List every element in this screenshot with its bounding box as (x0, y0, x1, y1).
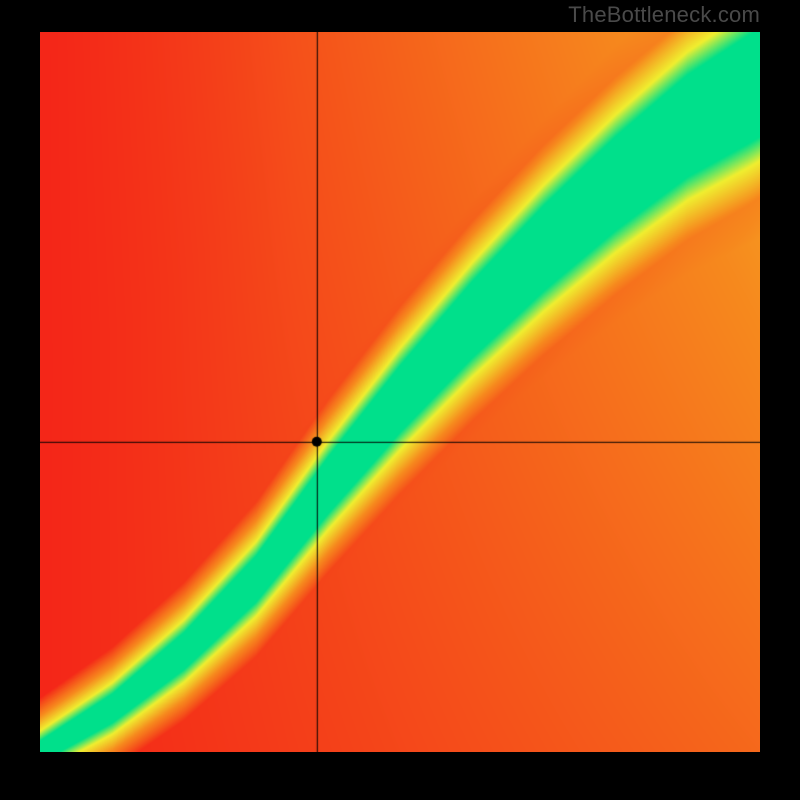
overlay-canvas (40, 32, 760, 752)
watermark-text: TheBottleneck.com (568, 2, 760, 28)
chart-container: TheBottleneck.com (0, 0, 800, 800)
